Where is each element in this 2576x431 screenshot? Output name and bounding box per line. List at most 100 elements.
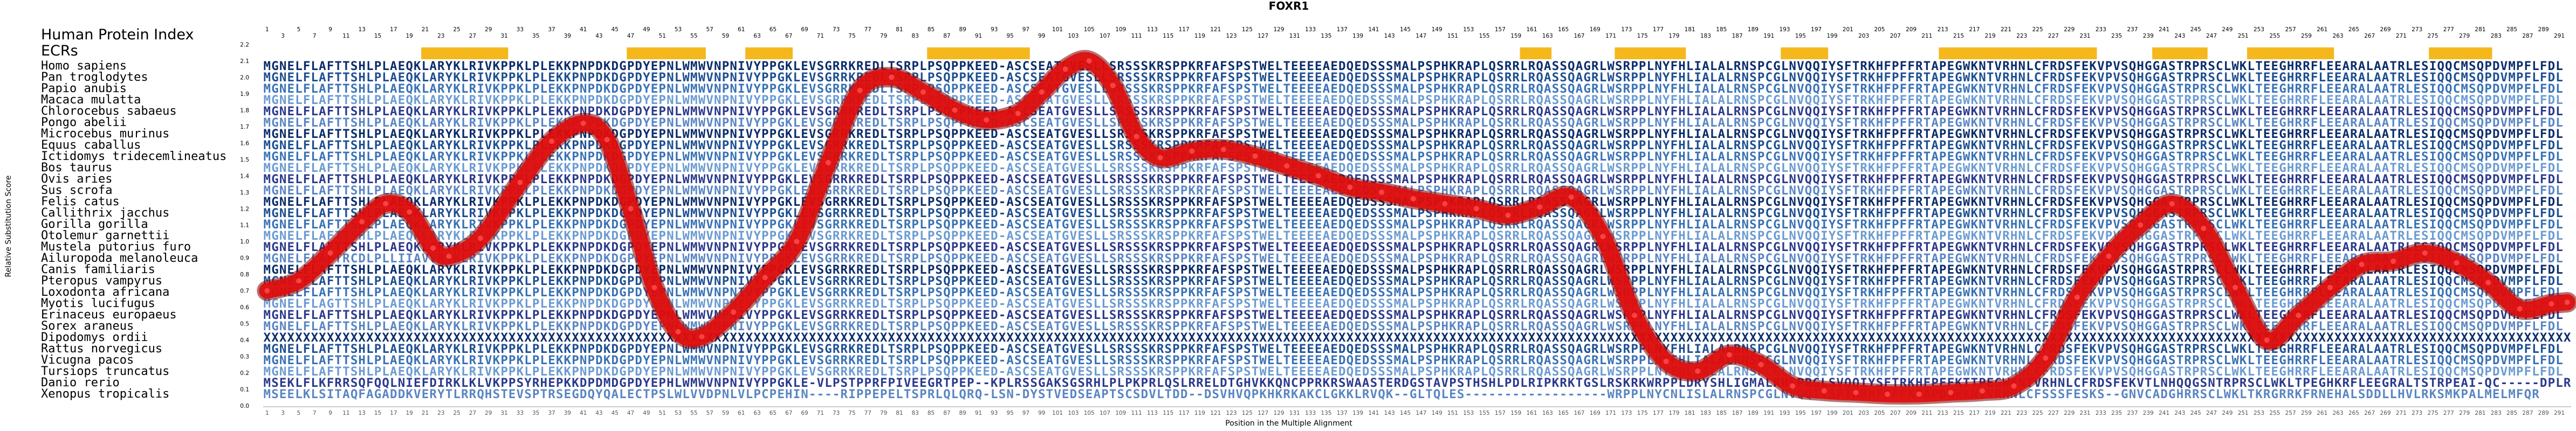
index-tick: 11 xyxy=(342,33,349,39)
index-tick: 129 xyxy=(1273,26,1284,33)
x-tick-label: 227 xyxy=(2048,410,2059,416)
score-point xyxy=(1189,148,1195,154)
sequence-row: MGNELFLAFTTSHLPLAEQKLARYKLRIVKPPKLPLEKKP… xyxy=(264,71,2563,85)
x-tick-label: 201 xyxy=(1843,410,1853,416)
index-tick: 9 xyxy=(328,26,332,33)
score-point xyxy=(2548,301,2554,307)
y-tick-label: 1.4 xyxy=(240,173,249,179)
x-tick-label: 89 xyxy=(959,410,966,416)
index-tick: 23 xyxy=(437,33,444,39)
index-tick: 89 xyxy=(959,26,966,33)
index-tick: 189 xyxy=(1748,26,1758,33)
x-tick-label: 143 xyxy=(1384,410,1395,416)
y-tick-label: 1.6 xyxy=(240,140,249,147)
score-point xyxy=(2043,355,2049,361)
score-point xyxy=(699,334,705,339)
x-tick-label: 189 xyxy=(1748,410,1758,416)
index-tick: 245 xyxy=(2190,26,2201,33)
x-tick-label: 163 xyxy=(1542,410,1553,416)
index-tick: 111 xyxy=(1131,33,1142,39)
index-tick: 261 xyxy=(2317,26,2327,33)
index-tick: 153 xyxy=(1463,26,1474,33)
x-tick-label: 9 xyxy=(328,410,332,416)
index-tick: 247 xyxy=(2206,33,2217,39)
score-point xyxy=(580,120,586,126)
score-point xyxy=(1727,352,1732,358)
species-label: Bos taurus xyxy=(41,161,112,175)
x-tick-label: 265 xyxy=(2348,410,2359,416)
sequence-row: MGNELFLAFTTSHLPLAEQKLARYKLRIVKPPKLPLEKKP… xyxy=(264,59,2563,73)
x-tick-label: 61 xyxy=(738,410,745,416)
index-tick: 145 xyxy=(1400,26,1411,33)
y-axis: Relative Substitution Score 0.0 0.1 0.2 0.3… xyxy=(4,41,249,409)
index-tick: 213 xyxy=(1938,26,1948,33)
index-tick: 27 xyxy=(469,33,476,39)
x-axis-label: Position in the Multiple Alignment xyxy=(1225,419,1352,428)
human-protein-index-ticks: 1357911131517192123252729313335373941434… xyxy=(265,26,2565,39)
x-tick-label: 193 xyxy=(1780,410,1790,416)
x-tick-label: 99 xyxy=(1038,410,1045,416)
x-tick-label: 249 xyxy=(2222,410,2232,416)
index-tick: 105 xyxy=(1084,26,1095,33)
index-tick: 63 xyxy=(753,33,760,39)
sequence-row: MGNELFLAFTTSHLPLAEQKLARYKLRIVKPPKLPLEKKP… xyxy=(264,93,2563,107)
species-label: Loxodonta africana xyxy=(41,286,169,299)
x-tick-label: 3 xyxy=(281,410,285,416)
index-tick: 31 xyxy=(500,33,507,39)
x-tick-label: 279 xyxy=(2459,410,2470,416)
index-tick: 81 xyxy=(896,26,903,33)
score-point xyxy=(857,87,863,93)
score-point xyxy=(2264,337,2270,343)
index-tick: 87 xyxy=(943,33,950,39)
score-point xyxy=(1252,153,1258,159)
index-tick: 205 xyxy=(1874,26,1885,33)
sequence-row: MGNELFLAFTTSHLPLAEQKLARYKLRIVKPPKLPLEKKP… xyxy=(264,127,2563,141)
x-tick-label: 77 xyxy=(864,410,871,416)
x-tick-label: 191 xyxy=(1763,410,1774,416)
index-tick: 121 xyxy=(1210,26,1221,33)
x-tick-label: 73 xyxy=(833,410,840,416)
species-label: Danio rerio xyxy=(41,376,120,390)
x-tick-label: 141 xyxy=(1368,410,1379,416)
x-tick-label: 239 xyxy=(2143,410,2154,416)
x-tick-label: 229 xyxy=(2064,410,2074,416)
x-tick-label: 69 xyxy=(801,410,808,416)
x-tick-label: 197 xyxy=(1811,410,1822,416)
x-tick-label: 247 xyxy=(2206,410,2217,416)
x-tick-label: 127 xyxy=(1258,410,1268,416)
sequence-row: MGNELFLAFTTSHLPLAEQKLARYKLRIVKPPKLPLEKKP… xyxy=(264,342,2563,356)
x-tick-label: 95 xyxy=(1006,410,1013,416)
index-tick: 61 xyxy=(738,26,745,33)
score-point xyxy=(2359,261,2365,267)
index-tick: 15 xyxy=(374,33,381,39)
index-tick: 77 xyxy=(864,26,871,33)
score-point xyxy=(731,309,737,315)
score-point xyxy=(2232,284,2238,290)
index-tick: 65 xyxy=(770,26,777,33)
x-tick-label: 215 xyxy=(1953,410,1964,416)
sequence-row: MGNELFLAFTTSHLPLAEQKLARYKLRIVKPPKLPLEKKP… xyxy=(264,82,2563,96)
score-point xyxy=(1568,194,1574,200)
score-point xyxy=(1379,189,1384,195)
index-tick: 33 xyxy=(517,26,524,33)
x-tick-label: 183 xyxy=(1700,410,1711,416)
x-tick-label: 17 xyxy=(390,410,397,416)
x-tick-label: 37 xyxy=(548,410,555,416)
index-tick: 39 xyxy=(564,33,571,39)
score-point xyxy=(2454,260,2460,266)
index-tick: 159 xyxy=(1510,33,1521,39)
species-label: Chlorocebus sabaeus xyxy=(41,105,177,118)
x-tick-label: 153 xyxy=(1463,410,1474,416)
x-tick-label: 195 xyxy=(1795,410,1806,416)
x-tick-label: 113 xyxy=(1147,410,1158,416)
index-tick: 241 xyxy=(2159,26,2169,33)
index-tick: 45 xyxy=(612,26,619,33)
score-point xyxy=(1821,388,1827,394)
score-point xyxy=(2390,258,2396,264)
index-tick: 171 xyxy=(1605,33,1616,39)
index-tick: 53 xyxy=(675,26,682,33)
score-point xyxy=(2485,280,2491,286)
y-tick-label: 0.4 xyxy=(240,337,249,344)
index-tick: 181 xyxy=(1685,26,1695,33)
x-tick-label: 165 xyxy=(1558,410,1569,416)
